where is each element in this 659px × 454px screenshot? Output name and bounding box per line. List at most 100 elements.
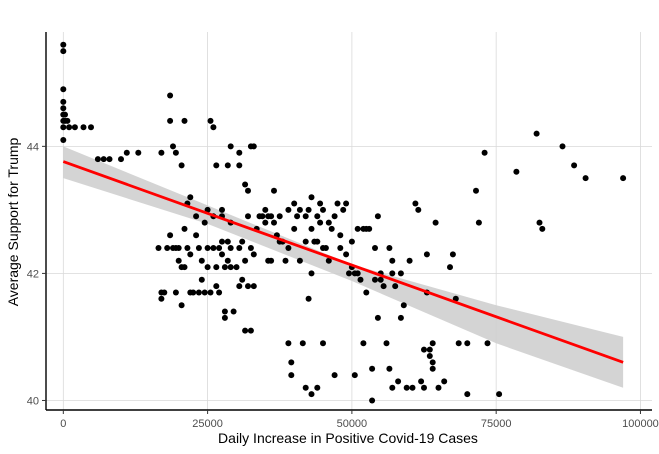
data-point (455, 340, 462, 347)
data-point (432, 219, 439, 226)
data-point (481, 149, 488, 156)
data-point (195, 245, 202, 251)
data-point (187, 194, 194, 201)
data-point (354, 225, 361, 232)
data-point (400, 302, 407, 309)
data-point (397, 270, 404, 277)
data-point (271, 219, 277, 226)
data-point (314, 213, 321, 220)
data-point (441, 378, 448, 385)
data-point (317, 219, 324, 226)
data-point (386, 365, 393, 372)
data-point (100, 156, 107, 163)
x-tick-label: 0 (60, 418, 66, 430)
data-point (473, 187, 479, 194)
data-point (374, 213, 381, 220)
x-tick-label: 75000 (481, 418, 512, 430)
data-point (236, 162, 243, 169)
data-point (175, 257, 182, 264)
data-point (403, 384, 410, 391)
data-point (418, 378, 425, 385)
data-point (106, 156, 113, 163)
data-point (536, 219, 543, 226)
x-tick-label: 50000 (337, 418, 368, 430)
data-point (314, 238, 321, 245)
data-point (170, 143, 176, 150)
data-point (392, 283, 399, 290)
data-point (302, 384, 309, 391)
data-point (242, 257, 249, 264)
data-point (242, 181, 249, 188)
data-point (539, 225, 546, 232)
data-point (221, 314, 228, 321)
data-point (123, 149, 130, 156)
data-point (213, 264, 220, 271)
data-point (172, 289, 179, 296)
data-point (346, 270, 352, 277)
data-point (221, 308, 228, 315)
data-point (449, 251, 456, 258)
data-point (210, 245, 217, 251)
data-point (429, 365, 436, 372)
data-point (559, 143, 566, 150)
data-point (308, 225, 315, 232)
data-point (158, 295, 165, 302)
data-point (213, 283, 220, 290)
data-point (60, 48, 67, 55)
data-point (397, 314, 404, 321)
data-point (268, 213, 275, 220)
data-point (320, 340, 326, 347)
data-point (423, 251, 430, 258)
data-point (213, 162, 220, 169)
data-point (94, 156, 101, 163)
data-point (216, 245, 223, 251)
data-point (233, 264, 240, 271)
data-point (193, 232, 200, 239)
data-point (452, 295, 459, 302)
data-point (320, 206, 326, 213)
data-point (224, 257, 231, 264)
data-point (426, 353, 433, 359)
data-point (178, 162, 185, 169)
data-point (302, 238, 309, 245)
data-point (219, 238, 225, 245)
data-point (620, 175, 627, 182)
data-point (239, 238, 246, 245)
data-point (325, 219, 332, 226)
data-point (302, 213, 309, 220)
data-point (62, 111, 68, 118)
data-point (363, 289, 370, 296)
data-point (484, 340, 491, 347)
data-point (421, 384, 427, 391)
data-point (282, 257, 289, 264)
data-point (296, 206, 303, 213)
data-point (513, 168, 520, 175)
data-point (71, 124, 78, 131)
data-point (158, 149, 165, 156)
fit-line (62, 160, 624, 364)
data-point (351, 372, 358, 379)
data-point (288, 372, 295, 379)
data-point (60, 137, 67, 143)
data-point (294, 213, 301, 220)
tick-labels: 0 25000 50000 75000 100000 40 42 44 (27, 141, 659, 430)
data-point (178, 302, 185, 309)
data-point (372, 276, 378, 283)
data-point (383, 340, 390, 347)
data-point (337, 245, 344, 251)
data-point (582, 175, 589, 182)
data-point (224, 238, 231, 245)
data-point (250, 251, 257, 258)
data-point (412, 200, 419, 207)
data-point (369, 365, 376, 372)
data-point (80, 124, 87, 131)
data-point (219, 206, 225, 213)
data-point (195, 289, 202, 296)
data-point (340, 206, 347, 213)
data-point (221, 264, 228, 271)
data-point (161, 289, 168, 296)
data-point (181, 225, 188, 232)
data-point (227, 143, 234, 150)
data-point (328, 225, 335, 232)
data-point (236, 149, 243, 156)
